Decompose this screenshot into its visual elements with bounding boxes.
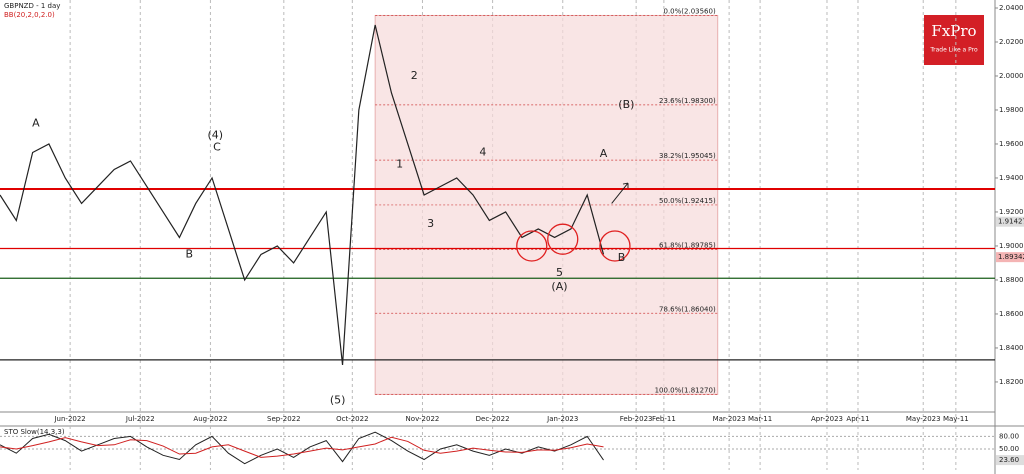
y-tick-label: 1.94000 bbox=[999, 174, 1024, 182]
x-tick-label: Oct-2022 bbox=[336, 415, 368, 423]
price-line bbox=[0, 24, 605, 366]
x-tick-label: Apr-11 bbox=[846, 415, 869, 423]
x-tick-label: May-11 bbox=[943, 415, 969, 423]
y-tick-label: 1.82000 bbox=[999, 378, 1024, 386]
y-tick-label: 2.00000 bbox=[999, 72, 1024, 80]
price-tag-label: 1.91427 bbox=[998, 218, 1024, 226]
y-tick-label: 1.88000 bbox=[999, 276, 1024, 284]
highlight-circle bbox=[599, 230, 631, 262]
wave-label: B bbox=[185, 247, 193, 260]
x-tick-label: Feb-2023 bbox=[620, 415, 653, 423]
arrow bbox=[611, 182, 629, 204]
x-tick-label: Mar-2023 bbox=[713, 415, 746, 423]
wave-label: (B) bbox=[618, 98, 634, 111]
wave-label: A bbox=[32, 117, 40, 130]
x-tick-label: May-2023 bbox=[906, 415, 941, 423]
price-tag-label: 1.89342 bbox=[998, 253, 1024, 261]
y-tick-label: 50.00 bbox=[999, 445, 1019, 453]
logo-name: FxPro bbox=[931, 22, 976, 40]
y-tick-label: 1.86000 bbox=[999, 310, 1024, 318]
wave-label: A bbox=[600, 147, 608, 160]
price-tag bbox=[996, 252, 1024, 263]
fib-label: 0.0%(2.03560) bbox=[664, 7, 716, 15]
y-tick-label: 1.90000 bbox=[999, 242, 1024, 250]
fib-label: 100.0%(1.81270) bbox=[655, 386, 716, 394]
wave-label: 3 bbox=[427, 217, 434, 230]
wave-label: 2 bbox=[411, 69, 418, 82]
x-tick-label: Dec-2022 bbox=[476, 415, 510, 423]
y-tick-label: 1.98000 bbox=[999, 106, 1024, 114]
fib-label: 61.8%(1.89785) bbox=[659, 242, 716, 250]
wave-label: C bbox=[213, 140, 221, 153]
y-tick-label: 1.92000 bbox=[999, 208, 1024, 216]
chart-title: GBPNZD - 1 day bbox=[4, 2, 60, 10]
price-tag bbox=[996, 455, 1024, 466]
indicator-label: BB(20,2,0,2.0) bbox=[4, 11, 55, 19]
y-tick-label: 1.84000 bbox=[999, 344, 1024, 352]
wave-label: (5) bbox=[330, 394, 346, 407]
x-tick-label: Mar-11 bbox=[748, 415, 772, 423]
wave-label: 5 bbox=[556, 266, 563, 279]
fib-label: 38.2%(1.95045) bbox=[659, 152, 716, 160]
price-tag bbox=[996, 216, 1024, 227]
logo-box bbox=[924, 15, 984, 65]
x-tick-label: Jul-2022 bbox=[125, 415, 155, 423]
fib-label: 23.6%(1.98300) bbox=[659, 97, 716, 105]
logo-tagline: Trade Like a Pro bbox=[929, 47, 978, 54]
current-label: 23.60 bbox=[999, 456, 1019, 464]
x-tick-label: Feb-11 bbox=[652, 415, 676, 423]
fib-label: 78.6%(1.86040) bbox=[659, 305, 716, 313]
fib-label: 50.0%(1.92415) bbox=[659, 197, 716, 205]
x-tick-label: Nov-2022 bbox=[406, 415, 440, 423]
oscillator-line bbox=[0, 436, 604, 458]
y-tick-label: 80.00 bbox=[999, 432, 1019, 440]
x-tick-label: Aug-2022 bbox=[193, 415, 227, 423]
y-tick-label: 1.96000 bbox=[999, 140, 1024, 148]
sto-title: STO Slow(14,3,3) bbox=[4, 428, 65, 436]
x-tick-label: Apr-2023 bbox=[811, 415, 843, 423]
wave-label: 1 bbox=[396, 157, 403, 170]
highlight-circle bbox=[547, 223, 579, 255]
wave-label: 4 bbox=[479, 145, 486, 158]
x-tick-label: Jun-2022 bbox=[53, 415, 85, 423]
x-tick-label: Jan-2023 bbox=[546, 415, 578, 423]
wave-label: (4) bbox=[208, 128, 224, 141]
wave-label: (A) bbox=[551, 280, 567, 293]
wave-label: B bbox=[618, 251, 626, 264]
x-tick-label: Sep-2022 bbox=[267, 415, 301, 423]
highlight-circle bbox=[516, 230, 548, 262]
y-tick-label: 2.02000 bbox=[999, 38, 1024, 46]
